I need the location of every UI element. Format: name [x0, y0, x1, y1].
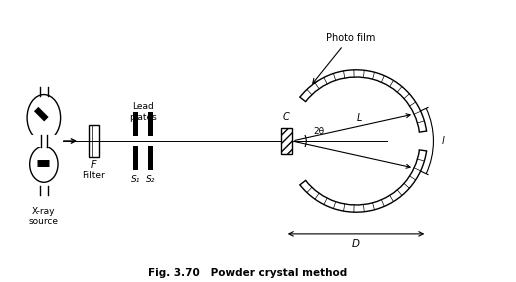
- Bar: [89, 125, 99, 157]
- Text: Photo film: Photo film: [326, 33, 376, 43]
- Text: F: F: [91, 160, 96, 169]
- Bar: [148, 146, 153, 170]
- Text: Lead
plates: Lead plates: [129, 102, 157, 122]
- Text: S₂: S₂: [146, 175, 155, 184]
- Text: Filter: Filter: [83, 171, 105, 180]
- Text: L: L: [357, 113, 362, 123]
- Text: 2θ: 2θ: [314, 127, 325, 136]
- Text: D: D: [352, 239, 360, 249]
- Text: S₁: S₁: [131, 175, 140, 184]
- Text: Fig. 3.70   Powder crystal method: Fig. 3.70 Powder crystal method: [148, 268, 347, 277]
- Text: l: l: [442, 136, 444, 146]
- Text: C: C: [283, 112, 290, 122]
- Bar: [24, 135, 63, 147]
- Bar: [133, 146, 138, 170]
- Bar: [281, 128, 292, 154]
- Bar: [133, 112, 138, 136]
- Text: X-ray
source: X-ray source: [29, 207, 59, 226]
- Bar: [148, 112, 153, 136]
